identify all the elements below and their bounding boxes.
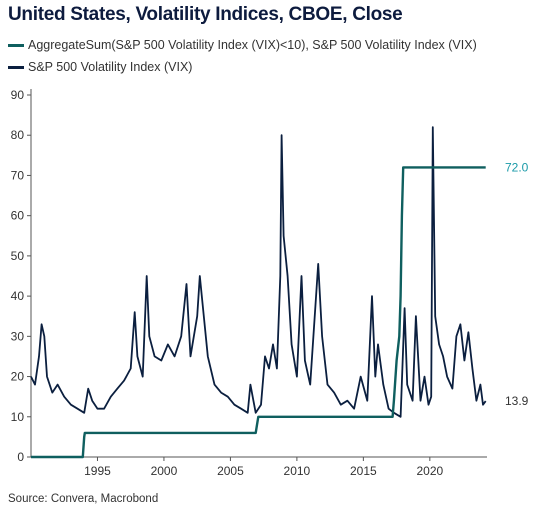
legend-item-vix: S&P 500 Volatility Index (VIX) [8, 60, 192, 74]
end-label-aggregate: 72.0 [505, 160, 529, 174]
series-aggregate-line [31, 166, 486, 459]
series-layer [30, 126, 487, 459]
x-tick-label: 2010 [284, 464, 311, 478]
y-tick-label: 50 [11, 249, 25, 263]
y-tick-label: 20 [11, 370, 25, 384]
x-tick-label: 2015 [350, 464, 377, 478]
legend-item-aggregate: AggregateSum(S&P 500 Volatility Index (V… [8, 38, 477, 52]
legend-swatch-aggregate [8, 43, 24, 47]
y-tick-label: 10 [11, 410, 25, 424]
legend-label-aggregate: AggregateSum(S&P 500 Volatility Index (V… [28, 38, 477, 52]
x-tick-label: 1995 [84, 464, 111, 478]
x-tick-label: 2000 [151, 464, 178, 478]
y-tick-label: 60 [11, 209, 25, 223]
y-tick-label: 70 [11, 168, 25, 182]
series-vix-line [30, 126, 487, 418]
y-tick-label: 0 [17, 450, 24, 464]
y-tick-label: 40 [11, 289, 25, 303]
end-label-vix: 13.9 [505, 394, 529, 408]
source-note: Source: Convera, Macrobond [8, 493, 159, 505]
legend-label-vix: S&P 500 Volatility Index (VIX) [28, 60, 193, 74]
y-tick-label: 90 [11, 88, 25, 102]
y-tick-label: 80 [11, 128, 25, 142]
y-tick-label: 30 [11, 329, 25, 343]
legend-swatch-vix [8, 65, 24, 69]
x-tick-label: 2020 [416, 464, 443, 478]
labels-layer: 72.0 13.9 [505, 160, 529, 408]
x-tick-label: 2005 [217, 464, 244, 478]
axes: 0 10 20 30 40 50 60 70 80 90 1995 2000 2005 2010 2015 2… [11, 88, 487, 478]
chart-title: United States, Volatility Indices, CBOE,… [8, 4, 403, 25]
